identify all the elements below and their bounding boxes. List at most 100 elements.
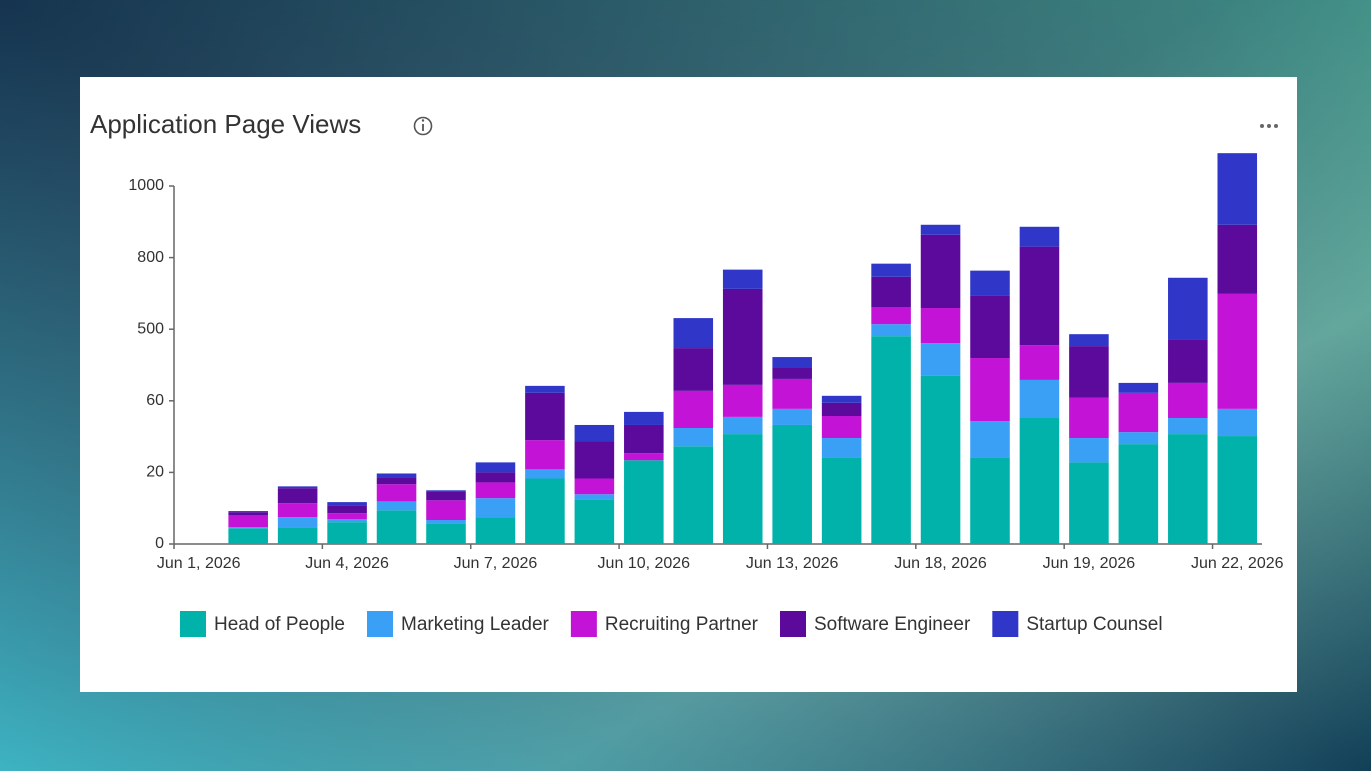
bar-segment [1217, 436, 1258, 544]
bar-segment [475, 472, 516, 483]
more-menu[interactable] [1260, 124, 1278, 128]
bar-segment [376, 477, 417, 485]
x-tick-label: Jun 4, 2026 [305, 555, 389, 572]
x-tick-label: Jun 1, 2026 [157, 555, 241, 572]
y-tick-label: 500 [137, 320, 164, 337]
legend-swatch [992, 611, 1019, 637]
bar-segment [574, 478, 615, 495]
bar-segment [624, 424, 664, 454]
bar-segment [475, 498, 516, 518]
chart-title: Application Page Views [90, 109, 361, 139]
bar-segment [722, 434, 763, 544]
bar-segment [920, 375, 961, 544]
bar-segment [1168, 339, 1208, 383]
bar-segment [574, 441, 615, 479]
bar-segment [1118, 392, 1159, 433]
bar-segment [574, 424, 615, 442]
bar-segment [327, 505, 367, 514]
bar-segment [722, 384, 763, 417]
bar-segment [475, 482, 516, 499]
bar-segment [525, 440, 565, 470]
bar-segment [1118, 432, 1159, 445]
legend-swatch [367, 611, 393, 637]
bar-segment [1217, 153, 1258, 225]
bar-segment [871, 307, 911, 325]
bar-segment [821, 438, 862, 458]
legend-swatch [180, 611, 206, 637]
bar-segment [327, 519, 367, 523]
legend-label: Startup Counsel [1026, 614, 1162, 635]
bar-segment [376, 484, 417, 502]
legend-swatch [780, 611, 806, 637]
bar-segment [673, 428, 714, 447]
x-tick-label: Jun 10, 2026 [598, 555, 691, 572]
bar-segment [772, 408, 812, 425]
bar-segment [426, 520, 466, 524]
bar-segment [821, 457, 862, 544]
x-tick-label: Jun 7, 2026 [454, 555, 538, 572]
bar-segment [673, 348, 714, 391]
bar-segment [821, 395, 862, 403]
legend-label: Head of People [214, 614, 345, 635]
bar-segment [228, 528, 268, 544]
bar-segment [228, 527, 268, 529]
bar-segment [327, 502, 367, 506]
bar-segment [426, 523, 466, 544]
bar-segment [426, 500, 466, 521]
bar-segment [871, 276, 911, 308]
bar-segment [1019, 345, 1060, 380]
bar-segment [376, 473, 417, 478]
bar-segment [525, 385, 565, 393]
bar-segment [1168, 382, 1208, 418]
bar-segment [1069, 438, 1109, 463]
bar-segment [574, 494, 615, 500]
legend-label: Software Engineer [814, 614, 971, 635]
y-tick-label: 20 [146, 464, 164, 481]
legend-swatch [570, 611, 597, 637]
y-tick-label: 1000 [128, 177, 164, 194]
bar-segment [970, 295, 1010, 359]
y-tick-label: 0 [155, 535, 164, 552]
bar-segment [1168, 417, 1208, 435]
bar-segment [277, 486, 318, 489]
bar-segment [970, 457, 1010, 544]
bar-segment [376, 501, 417, 511]
bar-segment [1069, 462, 1109, 544]
bar-segment [920, 343, 961, 376]
bar-segment [624, 460, 664, 544]
bar-segment [1069, 334, 1109, 347]
legend-label: Marketing Leader [401, 614, 550, 635]
bar-segment [228, 512, 268, 516]
info-icon[interactable] [413, 116, 433, 136]
bar-segment [1217, 293, 1258, 409]
bar-segment [920, 224, 961, 235]
bar-segment [871, 336, 911, 544]
bar-segment [722, 288, 763, 385]
bar-segment [871, 324, 911, 337]
bar-segment [475, 517, 516, 544]
bar-segment [525, 392, 565, 441]
y-tick-label: 800 [137, 249, 164, 266]
bar-segment [1118, 444, 1159, 544]
bar-segment [426, 490, 466, 492]
bar-segment [1168, 434, 1208, 544]
bar-segment [673, 318, 714, 349]
bar-segment [525, 469, 565, 479]
bar-segment [1019, 417, 1060, 544]
bar-segment [277, 503, 318, 518]
bar-segment [277, 517, 318, 528]
bar-segment [475, 462, 516, 473]
bar-segment [821, 416, 862, 439]
bar-segment [1069, 346, 1109, 398]
x-tick-label: Jun 22, 2026 [1191, 555, 1284, 572]
bar-segment [920, 234, 961, 309]
bar-segment [821, 402, 862, 417]
bar-segment [1019, 379, 1060, 418]
bar-segment [1069, 397, 1109, 439]
bar-segment [772, 424, 812, 544]
bar-segment [1118, 382, 1159, 393]
bar-segment [722, 416, 763, 435]
bar-segment [1217, 408, 1258, 437]
